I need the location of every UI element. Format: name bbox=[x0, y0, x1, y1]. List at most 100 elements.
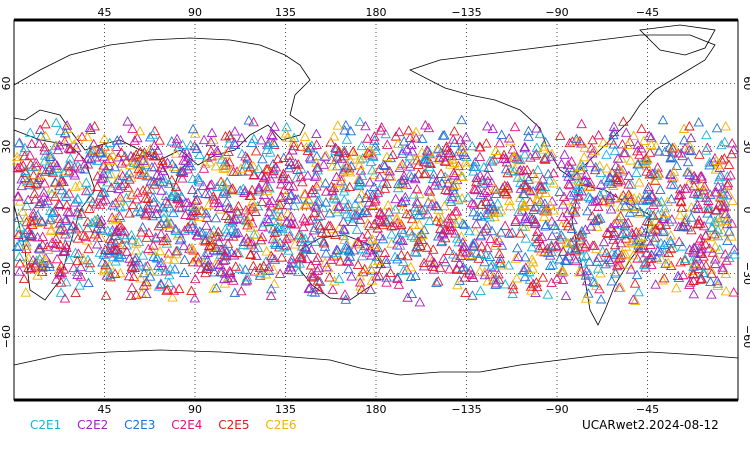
observation-marker bbox=[385, 171, 397, 181]
bottom-tick-label: 135 bbox=[275, 403, 296, 416]
observation-marker bbox=[543, 247, 554, 257]
observation-marker bbox=[62, 206, 73, 216]
observation-marker bbox=[260, 171, 272, 181]
observation-marker bbox=[333, 200, 345, 211]
observation-marker bbox=[272, 226, 283, 236]
observation-marker bbox=[573, 190, 584, 200]
observation-marker bbox=[711, 155, 722, 165]
observation-marker bbox=[332, 201, 344, 211]
observation-marker bbox=[153, 220, 165, 231]
observation-marker bbox=[711, 186, 722, 197]
observation-marker bbox=[228, 166, 239, 176]
observation-marker bbox=[58, 246, 70, 256]
observation-marker bbox=[728, 144, 739, 155]
observation-marker bbox=[269, 234, 281, 244]
observation-marker bbox=[268, 165, 279, 176]
observation-marker bbox=[614, 259, 625, 269]
observation-marker bbox=[551, 273, 563, 283]
observation-marker bbox=[449, 137, 460, 147]
observation-marker bbox=[95, 173, 107, 184]
observation-marker bbox=[398, 265, 409, 275]
observation-marker bbox=[526, 253, 538, 264]
observation-marker bbox=[682, 222, 694, 232]
observation-marker bbox=[162, 253, 174, 264]
observation-marker bbox=[538, 144, 549, 154]
observation-marker bbox=[631, 167, 642, 177]
observation-marker bbox=[353, 179, 364, 189]
observation-marker bbox=[519, 142, 530, 153]
observation-marker bbox=[491, 274, 502, 285]
observation-marker bbox=[681, 183, 693, 193]
observation-marker bbox=[558, 246, 569, 256]
observation-marker bbox=[157, 176, 169, 187]
observation-marker bbox=[156, 185, 167, 195]
observation-marker bbox=[652, 196, 664, 207]
observation-marker bbox=[486, 177, 498, 187]
observation-marker bbox=[286, 253, 298, 264]
observation-marker bbox=[401, 264, 413, 274]
observation-marker bbox=[536, 184, 548, 194]
observation-marker bbox=[98, 168, 109, 178]
observation-marker bbox=[720, 215, 732, 225]
observation-marker bbox=[113, 183, 124, 194]
observation-marker bbox=[32, 270, 43, 280]
observation-marker bbox=[46, 237, 58, 247]
observation-marker bbox=[719, 208, 730, 219]
observation-marker bbox=[13, 212, 25, 222]
observation-marker bbox=[499, 186, 510, 197]
observation-marker bbox=[314, 178, 326, 188]
observation-marker bbox=[283, 226, 294, 236]
observation-marker bbox=[130, 252, 142, 263]
observation-marker bbox=[289, 218, 301, 229]
observation-marker bbox=[448, 167, 460, 178]
observation-marker bbox=[538, 211, 550, 221]
observation-marker bbox=[698, 220, 710, 231]
observation-marker bbox=[200, 207, 212, 218]
observation-marker bbox=[591, 221, 603, 232]
observation-marker bbox=[142, 203, 154, 214]
observation-marker bbox=[650, 170, 662, 180]
observation-marker bbox=[619, 194, 631, 205]
observation-marker bbox=[495, 204, 507, 215]
observation-marker bbox=[668, 166, 680, 176]
observation-marker bbox=[443, 147, 455, 158]
observation-marker bbox=[698, 184, 710, 195]
observation-marker bbox=[537, 240, 548, 251]
observation-marker bbox=[667, 143, 679, 153]
observation-marker bbox=[490, 188, 502, 198]
observation-marker bbox=[82, 153, 94, 163]
observation-marker bbox=[121, 246, 133, 256]
observation-marker bbox=[714, 244, 725, 254]
observation-marker bbox=[688, 275, 699, 285]
observation-marker bbox=[100, 259, 111, 270]
observation-marker bbox=[422, 146, 434, 156]
observation-marker bbox=[75, 261, 86, 272]
observation-marker bbox=[228, 249, 240, 260]
observation-marker bbox=[186, 242, 198, 253]
observation-marker bbox=[260, 268, 272, 279]
observation-marker bbox=[93, 216, 105, 227]
observation-marker bbox=[285, 217, 297, 227]
observation-marker bbox=[222, 202, 234, 212]
observation-marker bbox=[295, 229, 307, 240]
observation-marker bbox=[177, 173, 188, 183]
observation-marker bbox=[457, 241, 469, 252]
observation-marker bbox=[153, 266, 164, 276]
observation-marker bbox=[557, 199, 569, 209]
left-tick-label: 60 bbox=[0, 76, 13, 90]
observation-marker bbox=[675, 221, 687, 232]
observation-marker bbox=[53, 178, 65, 188]
observation-marker bbox=[375, 258, 386, 269]
observation-marker bbox=[418, 257, 430, 267]
observation-marker bbox=[546, 241, 557, 252]
observation-marker bbox=[339, 289, 351, 299]
observation-marker bbox=[338, 223, 349, 234]
observation-marker bbox=[676, 202, 688, 212]
observation-marker bbox=[564, 179, 576, 190]
observation-marker bbox=[515, 154, 526, 164]
observation-marker bbox=[110, 244, 122, 255]
observation-marker bbox=[126, 234, 138, 245]
observation-marker bbox=[421, 242, 433, 252]
observation-marker bbox=[414, 188, 425, 199]
observation-marker bbox=[171, 245, 182, 256]
